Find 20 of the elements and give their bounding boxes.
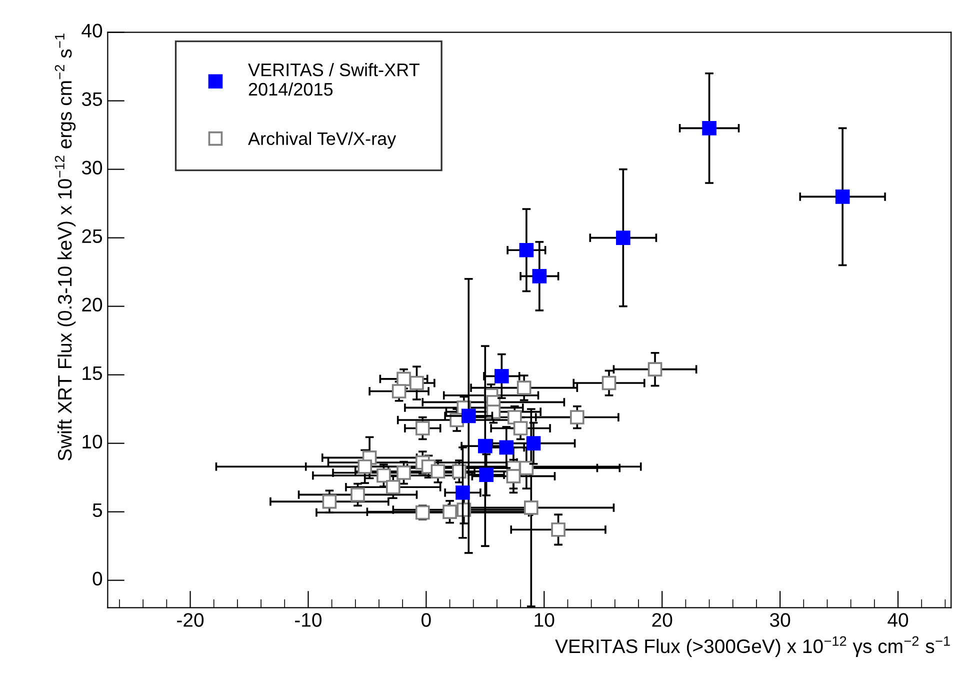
legend-label: VERITAS / Swift-XRT 2014/2015 xyxy=(248,63,420,96)
x-tick-label: -20 xyxy=(177,613,204,627)
x-tick-label: 40 xyxy=(888,613,908,627)
y-tick-label: 10 xyxy=(82,434,102,449)
y-tick-label: 25 xyxy=(82,229,102,244)
x-tick-label: -10 xyxy=(295,613,322,627)
y-tick-label: 0 xyxy=(92,572,102,586)
legend-label: Archival TeV/X-ray xyxy=(248,132,396,149)
y-tick-label: 5 xyxy=(92,503,102,518)
y-tick-label: 30 xyxy=(82,160,102,175)
x-tick-label: 10 xyxy=(534,613,554,627)
x-tick-label: 20 xyxy=(652,613,672,627)
y-tick-label: 35 xyxy=(82,92,102,106)
y-tick-label: 20 xyxy=(82,298,102,312)
x-tick-label: 0 xyxy=(422,613,431,627)
y-tick-label: 15 xyxy=(82,366,102,380)
y-tick-label: 40 xyxy=(82,24,102,38)
y-axis-title: Swift XRT Flux (0.3-10 keV) x 10$^{−12}$ ergs cm$^{−2}$ s$^{−1}$ xyxy=(54,34,76,461)
x-tick-label: 30 xyxy=(770,613,790,627)
x-axis-title: VERITAS Flux (>300GeV) x 10$^{−12}$ γs cm$^{−2}$ s$^{−1}$ xyxy=(555,636,950,657)
